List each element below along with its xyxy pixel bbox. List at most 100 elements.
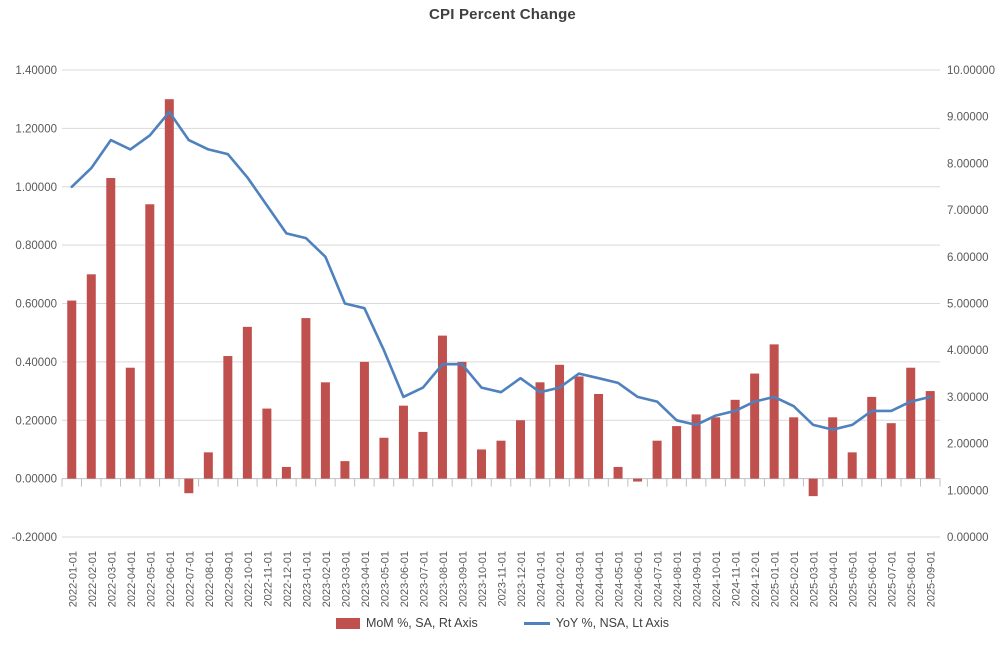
right-axis-tick-label: 5.00000: [947, 299, 989, 311]
x-axis-label: 2022-12-01: [282, 551, 294, 607]
bar-2022-12-01: [281, 466, 291, 479]
bar-2024-06-01: [633, 478, 643, 482]
bar-2024-10-01: [711, 417, 721, 479]
bar-2022-09-01: [223, 356, 233, 479]
bar-2024-08-01: [672, 426, 682, 479]
bar-2025-05-01: [847, 452, 857, 479]
bar-2022-04-01: [125, 367, 135, 479]
right-axis-tick-label: 0.00000: [947, 532, 989, 544]
bar-2023-05-01: [379, 437, 389, 479]
right-axis-tick-label: 7.00000: [947, 205, 989, 217]
bar-2023-07-01: [418, 431, 428, 479]
x-axis-label: 2025-01-01: [770, 551, 782, 607]
x-axis-label: 2022-09-01: [223, 551, 235, 607]
x-axis-label: 2022-03-01: [106, 551, 118, 607]
x-axis-label: 2024-10-01: [711, 551, 723, 607]
left-axis-tick-label: 0.40000: [15, 357, 57, 369]
x-axis-label: 2023-03-01: [340, 551, 352, 607]
bar-2024-07-01: [652, 440, 662, 479]
x-axis-label: 2023-08-01: [438, 551, 450, 607]
bar-2025-03-01: [808, 478, 818, 497]
bar-2022-05-01: [145, 204, 155, 479]
left-axis-tick-label: 0.60000: [15, 299, 57, 311]
left-axis-tick-label: 0.20000: [15, 415, 57, 427]
x-axis-label: 2024-02-01: [555, 551, 567, 607]
x-axis-label: 2024-04-01: [594, 551, 606, 607]
bar-2023-11-01: [496, 440, 506, 479]
bar-2022-10-01: [242, 326, 252, 479]
x-axis-label: 2023-12-01: [516, 551, 528, 607]
right-axis-tick-label: 6.00000: [947, 252, 989, 264]
right-axis-tick-label: 1.00000: [947, 485, 989, 497]
x-axis-label: 2024-12-01: [750, 551, 762, 607]
bar-2024-12-01: [750, 373, 760, 479]
bar-2024-09-01: [691, 414, 701, 479]
bar-2023-02-01: [320, 382, 330, 479]
x-axis-label: 2023-06-01: [399, 551, 411, 607]
x-axis-label: 2024-05-01: [614, 551, 626, 607]
x-axis-label: 2025-02-01: [789, 551, 801, 607]
x-axis-label: 2023-07-01: [418, 551, 430, 607]
right-axis-tick-label: 10.00000: [947, 65, 995, 77]
x-axis-label: 2022-02-01: [87, 551, 99, 607]
legend-label-mom: MoM %, SA, Rt Axis: [365, 616, 478, 630]
x-axis-label: 2023-04-01: [360, 551, 372, 607]
bar-2024-11-01: [730, 399, 740, 479]
x-axis-label: 2025-07-01: [887, 551, 899, 607]
left-axis-tick-label: 1.00000: [15, 182, 57, 194]
line-series-swatch: [523, 621, 550, 625]
left-axis-tick-label: 0.80000: [15, 240, 57, 252]
x-axis-label: 2024-08-01: [672, 551, 684, 607]
bar-2024-04-01: [594, 393, 604, 479]
x-axis-label: 2024-06-01: [633, 551, 645, 607]
bar-2022-06-01: [164, 99, 174, 479]
bar-2023-03-01: [340, 461, 350, 479]
bar-2024-03-01: [574, 376, 584, 479]
legend-item-mom: MoM %, SA, Rt Axis: [335, 616, 478, 630]
x-axis-label: 2024-01-01: [536, 551, 548, 607]
x-axis-label: 2022-04-01: [126, 551, 138, 607]
bar-2022-11-01: [262, 408, 272, 479]
bar-2022-08-01: [203, 452, 213, 479]
left-axis-tick-label: 1.20000: [15, 123, 57, 135]
x-axis-label: 2025-05-01: [848, 551, 860, 607]
x-axis-label: 2023-02-01: [321, 551, 333, 607]
x-axis-label: 2022-11-01: [262, 551, 274, 606]
bar-2024-05-01: [613, 466, 623, 479]
left-axis-tick-label: -0.20000: [12, 532, 57, 544]
x-axis-label: 2024-11-01: [731, 551, 743, 606]
bar-2025-02-01: [789, 417, 799, 479]
bar-series-swatch: [335, 617, 360, 629]
bar-2025-01-01: [769, 344, 779, 479]
x-axis-label: 2024-03-01: [575, 551, 587, 607]
x-axis-label: 2022-05-01: [145, 551, 157, 607]
x-axis-label: 2023-11-01: [497, 551, 509, 606]
left-axis-tick-label: 1.40000: [15, 65, 57, 77]
x-axis-label: 2025-09-01: [926, 551, 938, 607]
bar-2022-02-01: [86, 274, 96, 479]
left-axis-tick-label: 0.00000: [15, 474, 57, 486]
bar-2022-01-01: [67, 300, 77, 479]
x-axis-label: 2024-09-01: [692, 551, 704, 607]
x-axis-label: 2022-01-01: [67, 551, 79, 607]
bar-2023-12-01: [516, 420, 526, 479]
bar-2024-01-01: [535, 382, 545, 479]
yoy-line: [70, 110, 932, 431]
right-axis-tick-label: 8.00000: [947, 158, 989, 170]
right-axis-tick-label: 3.00000: [947, 392, 989, 404]
bar-2023-04-01: [359, 361, 369, 479]
bar-2023-10-01: [476, 449, 486, 479]
right-axis-tick-label: 9.00000: [947, 112, 989, 124]
bar-2023-06-01: [398, 405, 408, 479]
x-axis-label: 2025-06-01: [867, 551, 879, 607]
bar-2024-02-01: [555, 364, 565, 479]
x-axis-label: 2022-06-01: [165, 551, 177, 607]
x-axis-label: 2024-07-01: [653, 551, 665, 607]
bar-2023-09-01: [457, 361, 467, 479]
x-axis-label: 2022-10-01: [243, 551, 255, 607]
x-axis-label: 2025-08-01: [906, 551, 918, 607]
bar-2025-09-01: [925, 391, 935, 479]
right-axis-tick-label: 2.00000: [947, 439, 989, 451]
bar-2025-04-01: [828, 417, 838, 479]
